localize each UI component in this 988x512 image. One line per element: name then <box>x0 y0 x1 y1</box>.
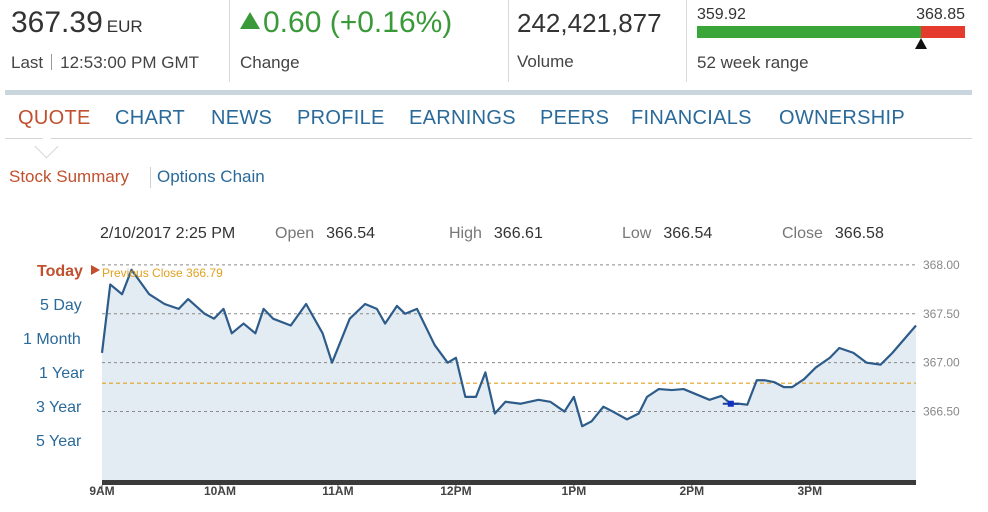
price-area-fill <box>102 269 916 480</box>
close-value: 366.58 <box>834 225 884 242</box>
y-tick-label: 367.50 <box>923 307 960 321</box>
y-tick-label: 368.00 <box>923 258 960 272</box>
high-info: High 366.61 <box>449 225 543 242</box>
range-bar <box>697 26 965 38</box>
tab-peers[interactable]: PEERS <box>540 107 610 129</box>
close-info: Close 366.58 <box>782 225 884 242</box>
range-1-month[interactable]: 1 Month <box>23 331 81 348</box>
x-tick-label: 2PM <box>680 484 705 498</box>
high-value: 366.61 <box>493 225 543 242</box>
range-label: 52 week range <box>697 53 809 72</box>
tab-earnings[interactable]: EARNINGS <box>409 107 516 129</box>
range-3-year[interactable]: 3 Year <box>36 399 82 416</box>
hover-datetime: 2/10/2017 2:25 PM <box>100 225 236 242</box>
quote-header: 367.39 EUR Last 12:53:00 PM GMT 0.60 (+0.1… <box>0 0 988 92</box>
last-price: 367.39 EUR <box>11 6 143 39</box>
last-price-label: Last 12:53:00 PM GMT <box>11 53 200 72</box>
x-tick-label: 12PM <box>440 484 471 498</box>
y-tick-label: 366.50 <box>923 405 960 419</box>
hover-point <box>727 400 734 407</box>
range-5-year[interactable]: 5 Year <box>36 433 82 450</box>
divider <box>229 0 230 82</box>
header-rule <box>5 90 972 95</box>
divider <box>686 0 687 82</box>
tab-chart[interactable]: CHART <box>115 107 186 129</box>
x-tick-label: 3PM <box>797 484 822 498</box>
low-value: 366.54 <box>663 225 713 242</box>
range-today[interactable]: Today <box>37 263 83 280</box>
volume-label: Volume <box>517 52 574 71</box>
x-axis-band <box>102 480 916 485</box>
x-tick-label: 10AM <box>204 484 236 498</box>
change-value: 0.60 (+0.16%) <box>240 6 452 40</box>
tab-quote[interactable]: QUOTE <box>18 107 91 129</box>
x-tick-label: 11AM <box>322 484 353 498</box>
y-tick-label: 367.00 <box>923 356 960 370</box>
range-high: 368.85 <box>916 6 965 23</box>
last-time: 12:53:00 PM GMT <box>60 53 200 72</box>
prev-close-arrow-icon <box>91 265 100 275</box>
x-tick-label: 1PM <box>562 484 587 498</box>
x-tick-label: 9AM <box>89 484 114 498</box>
range-low: 359.92 <box>697 6 746 23</box>
price-line <box>100 268 917 428</box>
currency: EUR <box>106 17 143 36</box>
open-value: 366.54 <box>326 225 376 242</box>
main-tabs: QUOTE CHART NEWS PROFILE EARNINGS PEERS … <box>5 96 972 139</box>
divider <box>150 167 151 188</box>
range-marker-icon <box>915 38 928 49</box>
range-bar-fill <box>697 26 922 38</box>
tab-ownership[interactable]: OWNERSHIP <box>779 107 906 129</box>
range-1-year[interactable]: 1 Year <box>39 365 85 382</box>
range-5-day[interactable]: 5 Day <box>40 297 82 314</box>
up-arrow-icon <box>240 12 260 29</box>
open-info: Open 366.54 <box>275 225 376 242</box>
volume-value: 242,421,877 <box>517 8 662 38</box>
subtab-stock-summary[interactable]: Stock Summary <box>9 167 129 186</box>
change-label: Change <box>240 53 300 72</box>
prev-close-label: Previous Close 366.79 <box>102 266 223 280</box>
divider <box>508 0 509 82</box>
tab-profile[interactable]: PROFILE <box>297 107 385 129</box>
subtab-options-chain[interactable]: Options Chain <box>157 167 265 186</box>
low-info: Low 366.54 <box>622 225 713 242</box>
tab-news[interactable]: NEWS <box>211 107 273 129</box>
tab-financials[interactable]: FINANCIALS <box>631 107 752 129</box>
